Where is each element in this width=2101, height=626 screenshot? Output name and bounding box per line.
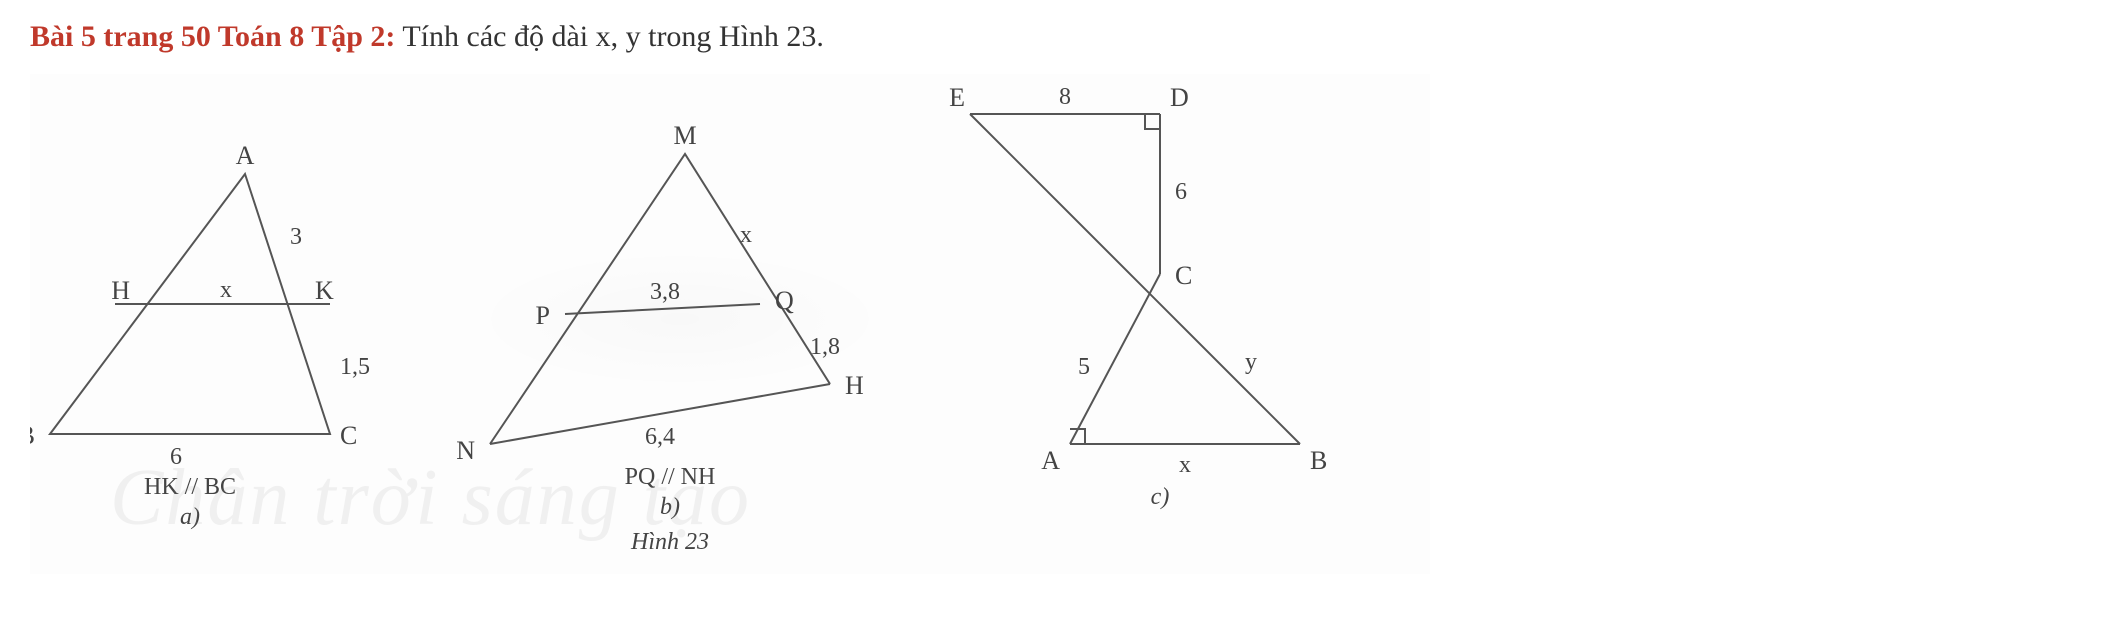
- val-NH-b: 6,4: [645, 424, 675, 450]
- val-x-c: x: [1179, 452, 1191, 478]
- label-B-c: B: [1310, 446, 1327, 475]
- diagram-b: M N P Q H x 3,8 1,8 6,4 PQ // NH b) Hình…: [456, 121, 864, 555]
- val-y-c: y: [1245, 349, 1257, 375]
- problem-title: Bài 5 trang 50 Toán 8 Tập 2: Tính các độ…: [30, 20, 2071, 54]
- label-N-b: N: [456, 436, 475, 465]
- label-C-c: C: [1175, 261, 1192, 290]
- note-a: HK // BC: [144, 474, 236, 500]
- caption-c: c): [1151, 484, 1170, 510]
- val-PQ-b: 3,8: [650, 279, 680, 305]
- val-QH-b: 1,8: [810, 334, 840, 360]
- caption-a: a): [180, 504, 200, 530]
- label-C-a: C: [340, 421, 357, 450]
- figure-area: Chân trời sáng tạo A B C H K 3 x 1,5 6: [30, 74, 1430, 574]
- diagram-a: A B C H K 3 x 1,5 6 HK // BC a): [30, 141, 370, 530]
- label-Q-b: Q: [775, 286, 794, 315]
- figure-caption: Hình 23: [630, 529, 709, 555]
- val-BC-a: 6: [170, 444, 182, 470]
- label-A-a: A: [236, 141, 255, 170]
- val-AK-a: 3: [290, 224, 302, 250]
- label-E-c: E: [949, 83, 965, 112]
- val-x-b: x: [740, 222, 752, 248]
- title-bold: Bài 5 trang 50 Toán 8 Tập 2:: [30, 20, 395, 53]
- val-x-a: x: [220, 277, 232, 303]
- label-H-b: H: [845, 371, 864, 400]
- caption-b: b): [660, 494, 680, 520]
- label-B-a: B: [30, 421, 35, 450]
- label-D-c: D: [1170, 83, 1189, 112]
- note-b: PQ // NH: [625, 464, 716, 490]
- label-H-a: H: [111, 276, 130, 305]
- label-K-a: K: [315, 276, 334, 305]
- label-P-b: P: [536, 301, 550, 330]
- val-CA-c: 5: [1078, 354, 1090, 380]
- val-DC-c: 6: [1175, 179, 1187, 205]
- diagram-c: E D C A B 8 6 5 y x c): [949, 83, 1327, 510]
- label-A-c: A: [1041, 446, 1060, 475]
- val-KC-a: 1,5: [340, 354, 370, 380]
- diagrams-svg: A B C H K 3 x 1,5 6 HK // BC a): [30, 74, 1430, 574]
- label-M-b: M: [673, 121, 696, 150]
- val-ED-c: 8: [1059, 84, 1071, 110]
- title-rest: Tính các độ dài x, y trong Hình 23.: [395, 20, 824, 53]
